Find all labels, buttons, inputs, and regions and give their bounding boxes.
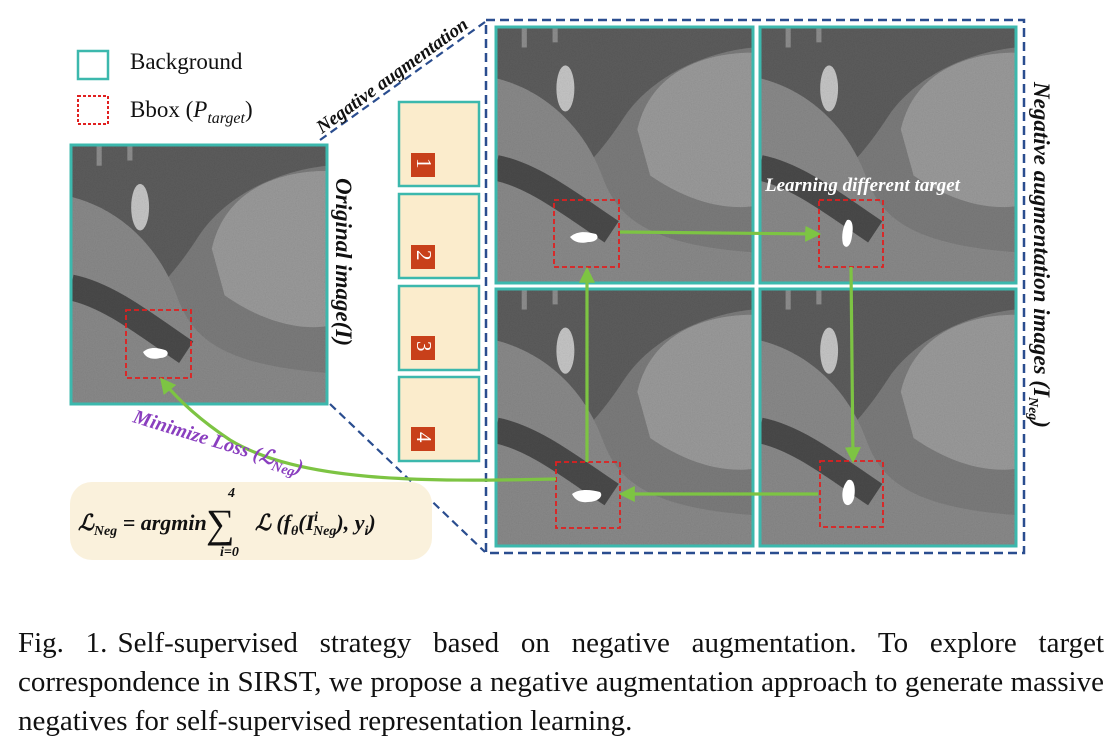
learning-different-target-label: Learning different target [764, 175, 961, 196]
legend-bbox-label: Bbox (Ptarget) [130, 97, 253, 127]
legend-background-swatch [76, 49, 110, 81]
augmented-image-1 [494, 25, 755, 285]
target [842, 219, 853, 247]
target [842, 479, 855, 506]
augmentation-frame [484, 18, 1026, 555]
augmented-image-2 [758, 25, 1018, 285]
minimize-loss-label: Minimize Loss (ℒNeg) [128, 405, 305, 482]
arrow-loss-to-original [160, 377, 557, 482]
step-box-3: 3 [397, 284, 481, 372]
zoom-line-top [319, 21, 486, 141]
loss-formula: ℒNeg = argmin 4 ∑ i=0 ℒ (fθ(Ii Neg), yi) [78, 486, 376, 560]
original-image [69, 143, 329, 406]
original-image-label: Original image(I) [331, 178, 356, 346]
svg-text:ℒNeg = argmin: ℒNeg = argmin [78, 510, 207, 539]
arrow-tile2-to-tile4 [844, 266, 861, 464]
step-number: 1 [412, 158, 436, 169]
svg-text:i=0: i=0 [220, 545, 239, 560]
target [572, 490, 602, 503]
target [570, 232, 598, 243]
svg-text:4: 4 [227, 486, 235, 501]
legend-background-label: Background [130, 49, 243, 74]
arrow-tile1-to-tile2 [619, 225, 822, 242]
step-number: 3 [412, 341, 436, 352]
step-box-2: 2 [397, 192, 481, 280]
figure-diagram: Background Bbox (Ptarget) Original image… [69, 14, 1054, 560]
figure-label: Fig. 1. [18, 627, 108, 659]
svg-text:∑: ∑ [206, 501, 235, 546]
legend-bbox-swatch [77, 95, 109, 125]
figure-caption: Fig. 1. Self-supervised strategy based on… [18, 624, 1104, 741]
step-number: 2 [412, 250, 436, 261]
negative-images-label: Negative augmentation images (INeg) [1025, 81, 1054, 428]
augmented-image-3 [494, 287, 755, 548]
step-number: 4 [412, 432, 436, 443]
caption-text: Self-supervised strategy based on negati… [18, 627, 1105, 737]
step-box-4: 4 [397, 375, 481, 463]
original-target [143, 348, 168, 359]
step-box-1: 1 [397, 100, 481, 188]
original-bbox [125, 309, 192, 379]
augmented-image-4 [758, 287, 1018, 548]
bbox [819, 460, 884, 528]
formula-box [70, 482, 432, 560]
